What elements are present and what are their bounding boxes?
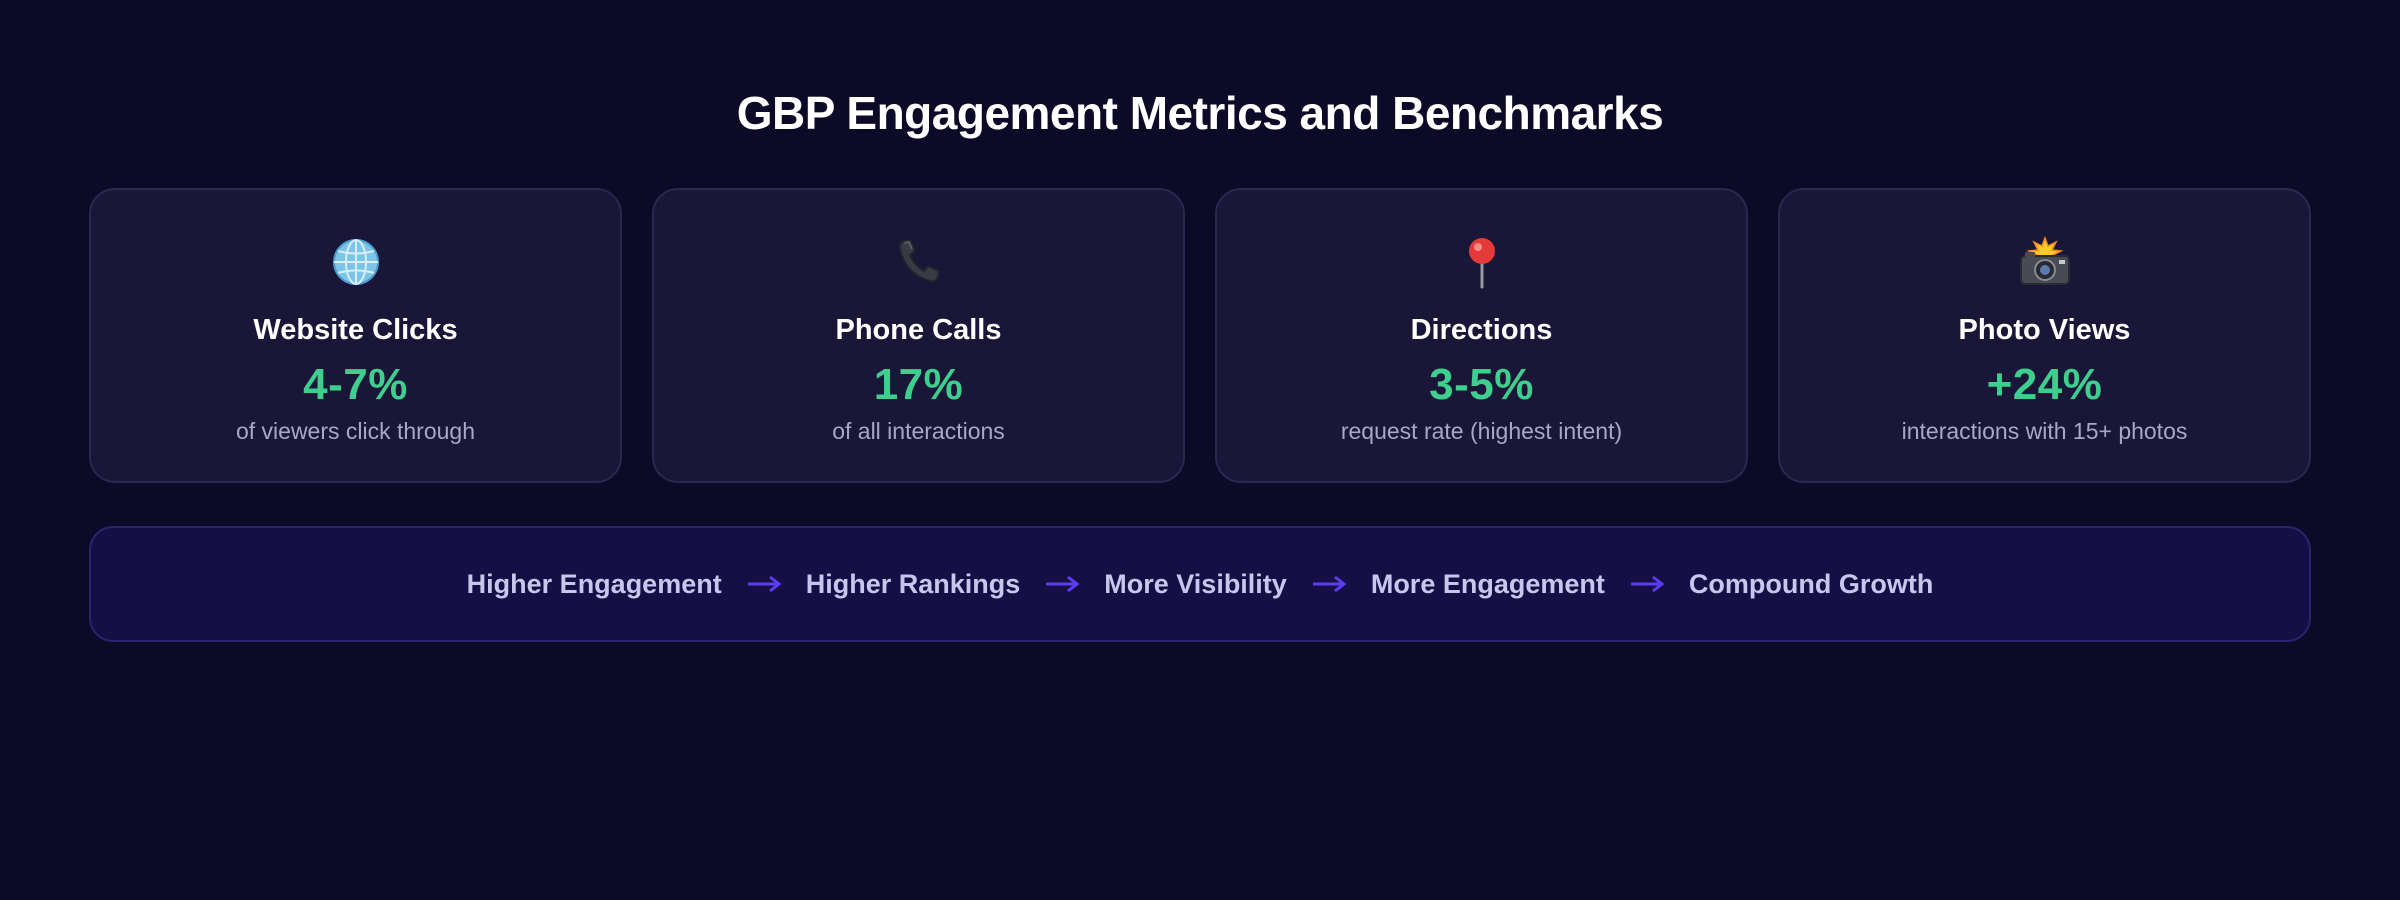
arrow-right-icon — [1311, 574, 1347, 594]
metric-card-website-clicks: Website Clicks 4-7% of viewers click thr… — [89, 188, 622, 483]
card-title: Photo Views — [1958, 314, 2131, 346]
card-title: Phone Calls — [835, 314, 1002, 346]
card-value: 17% — [873, 360, 964, 409]
arrow-right-icon — [1629, 574, 1665, 594]
phone-icon — [891, 234, 947, 290]
metric-card-directions: Directions 3-5% request rate (highest in… — [1215, 188, 1748, 483]
pushpin-icon — [1454, 234, 1510, 290]
flow-step: Compound Growth — [1688, 568, 1934, 599]
card-value: 3-5% — [1429, 360, 1534, 409]
growth-flow: Higher Engagement Higher Rankings More V… — [89, 526, 2311, 642]
page-title: GBP Engagement Metrics and Benchmarks — [736, 87, 1664, 139]
globe-icon — [328, 234, 384, 290]
flow-step: More Visibility — [1104, 568, 1287, 599]
camera-flash-icon — [2017, 234, 2073, 290]
card-title: Website Clicks — [253, 314, 458, 346]
card-description: of viewers click through — [235, 418, 476, 444]
card-description: of all interactions — [832, 418, 1005, 444]
card-value: 4-7% — [303, 360, 408, 409]
metric-card-photo-views: Photo Views +24% interactions with 15+ p… — [1778, 188, 2311, 483]
arrow-right-icon — [746, 574, 782, 594]
flow-step: Higher Engagement — [466, 568, 722, 599]
card-description: request rate (highest intent) — [1340, 418, 1623, 444]
arrow-right-icon — [1044, 574, 1080, 594]
flow-step: Higher Rankings — [805, 568, 1021, 599]
metric-cards: Website Clicks 4-7% of viewers click thr… — [89, 188, 2311, 485]
card-description: interactions with 15+ photos — [1901, 418, 2188, 444]
card-value: +24% — [1986, 360, 2103, 409]
metric-card-phone-calls: Phone Calls 17% of all interactions — [652, 188, 1185, 483]
card-title: Directions — [1410, 314, 1553, 346]
flow-step: More Engagement — [1370, 568, 1605, 599]
